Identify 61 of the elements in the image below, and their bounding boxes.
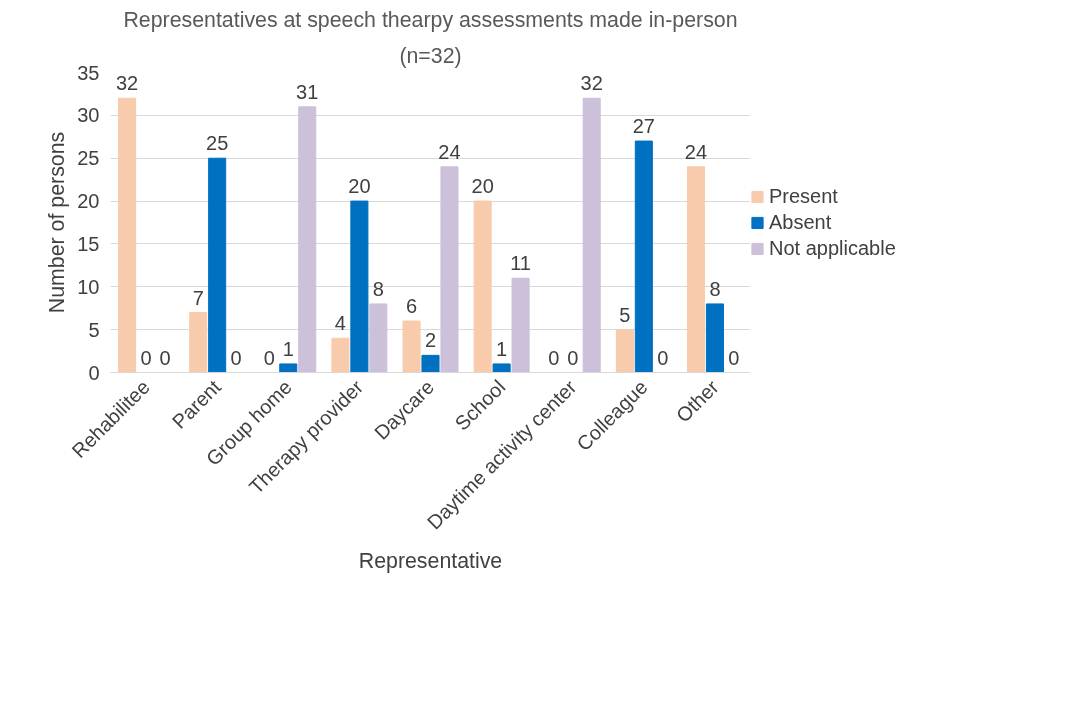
legend-label: Not applicable — [769, 236, 896, 260]
bar — [615, 329, 634, 373]
bar — [208, 157, 227, 373]
y-tick-label: 20 — [77, 190, 100, 213]
data-label: 0 — [567, 346, 579, 369]
bar — [634, 140, 653, 373]
data-label: 0 — [657, 346, 669, 369]
data-label: 31 — [296, 80, 319, 103]
bar — [440, 166, 459, 373]
data-label: 0 — [548, 346, 560, 369]
data-label: 20 — [348, 175, 371, 198]
data-label: 27 — [632, 115, 655, 138]
data-label: 4 — [334, 312, 346, 335]
bar — [705, 303, 724, 373]
x-axis-title: Representative — [358, 549, 503, 574]
data-label: 0 — [159, 346, 171, 369]
bar — [331, 337, 350, 373]
bar — [402, 320, 421, 373]
bar — [118, 97, 137, 373]
data-label: 7 — [192, 286, 204, 309]
y-tick-label: 25 — [77, 147, 100, 170]
data-label: 25 — [206, 132, 229, 155]
data-label: 32 — [115, 72, 139, 95]
bar — [298, 106, 317, 373]
data-label: 8 — [709, 277, 721, 300]
bar — [189, 312, 208, 373]
bar — [350, 200, 369, 373]
data-label: 0 — [728, 346, 740, 369]
data-label: 24 — [438, 140, 461, 163]
bar — [473, 200, 492, 373]
chart-title: Representatives at speech thearpy assessments made in-person — [123, 7, 738, 32]
y-tick-label: 0 — [88, 361, 100, 384]
bar — [421, 354, 440, 373]
data-label: 24 — [684, 140, 708, 163]
bar — [492, 363, 511, 373]
bar — [686, 166, 706, 373]
data-label: 5 — [619, 303, 631, 326]
y-tick-label: 35 — [77, 61, 100, 84]
data-label: 0 — [263, 346, 275, 369]
data-label: 1 — [282, 337, 294, 360]
chart-subtitle: (n=32) — [399, 43, 462, 68]
data-label: 2 — [424, 329, 437, 352]
legend-label: Absent — [769, 210, 832, 234]
data-label: 20 — [471, 175, 494, 198]
y-tick-label: 10 — [77, 275, 100, 298]
bar — [511, 277, 530, 373]
bar — [582, 97, 601, 373]
legend-label: Present — [769, 184, 838, 208]
y-axis-title: Number of persons — [45, 131, 70, 314]
data-label: 1 — [496, 337, 508, 360]
y-tick-label: 30 — [77, 104, 100, 127]
data-label: 0 — [140, 346, 152, 369]
bar — [279, 363, 298, 373]
data-label: 0 — [230, 346, 242, 369]
y-tick-label: 15 — [77, 232, 100, 255]
data-label: 11 — [510, 252, 531, 275]
bar — [369, 303, 388, 373]
data-label: 6 — [405, 295, 418, 318]
data-label: 8 — [372, 277, 384, 300]
y-tick-label: 5 — [88, 318, 100, 341]
data-label: 32 — [580, 72, 603, 95]
